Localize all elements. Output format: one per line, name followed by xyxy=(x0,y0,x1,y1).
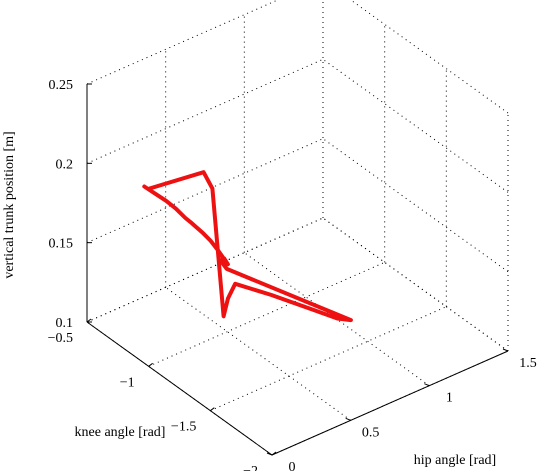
y-tick-mark xyxy=(266,452,273,456)
tick-labels: −2 −1.5 −1 −0.5 0 0.5 1 1.5 0.1 0.15 0.2 0.25 xyxy=(48,78,537,476)
y-tick-label: 0.5 xyxy=(362,425,380,440)
x-tick-label: −2 xyxy=(243,464,258,471)
series-line xyxy=(142,170,353,323)
grid-line xyxy=(86,58,324,164)
z-tick-label: 0.25 xyxy=(49,78,74,93)
grid-line xyxy=(322,138,509,273)
y-tick-label: 1.5 xyxy=(519,356,537,371)
y-tick-label: 1 xyxy=(446,391,453,406)
grid-line xyxy=(210,306,447,412)
x-tick-label: −1 xyxy=(120,375,135,390)
x-axis-line xyxy=(86,321,273,456)
x-tick-mark xyxy=(271,451,277,456)
z-axis-label: vertical trunk position [m] xyxy=(2,131,17,278)
y-tick-mark xyxy=(424,383,430,387)
grid-lines xyxy=(86,0,509,456)
y-axis-line xyxy=(271,350,509,456)
y-tick-label: 0 xyxy=(289,460,296,471)
grid-line xyxy=(322,58,509,193)
x-tick-mark xyxy=(210,407,215,412)
grid-line xyxy=(86,138,324,244)
x-tick-label: −1.5 xyxy=(171,420,196,435)
y-axis-label: hip angle [rad] xyxy=(414,453,496,468)
y-tick-mark xyxy=(502,348,509,352)
grid-line xyxy=(322,217,509,352)
grid-line xyxy=(148,261,385,367)
x-tick-label: −0.5 xyxy=(48,331,73,346)
z-tick-label: 0.15 xyxy=(49,237,74,252)
y-tick-mark xyxy=(345,417,351,421)
z-tick-label: 0.1 xyxy=(56,316,74,331)
z-tick-label: 0.2 xyxy=(56,157,74,172)
grid-line xyxy=(349,0,509,114)
axes xyxy=(86,83,509,456)
x-axis-label: knee angle [rad] xyxy=(75,425,166,440)
data-layer xyxy=(142,170,353,323)
grid-line xyxy=(86,0,279,85)
x-tick-mark xyxy=(148,362,153,367)
